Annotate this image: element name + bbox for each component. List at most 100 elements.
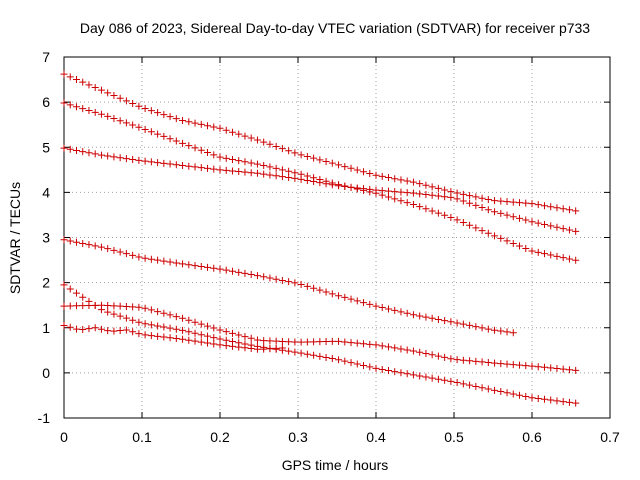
data-point <box>104 152 112 160</box>
data-point <box>328 355 336 363</box>
data-point <box>353 339 361 347</box>
data-point <box>104 301 112 309</box>
data-point <box>409 201 417 209</box>
data-point <box>403 370 411 378</box>
data-point <box>166 113 174 121</box>
data-point <box>478 324 486 332</box>
data-point <box>135 102 143 110</box>
data-point <box>60 70 68 78</box>
grid <box>64 57 610 418</box>
data-point <box>97 243 105 251</box>
data-point <box>322 338 330 346</box>
data-point <box>553 223 561 231</box>
data-point <box>534 248 542 256</box>
data-point <box>497 209 505 217</box>
data-point <box>391 306 399 314</box>
x-tick-label: 0.3 <box>288 429 308 445</box>
data-point <box>179 139 187 147</box>
data-point <box>540 202 548 210</box>
data-point <box>378 304 386 312</box>
data-point <box>66 237 74 245</box>
data-point <box>191 119 199 127</box>
data-point <box>534 363 542 371</box>
data-point <box>197 320 205 328</box>
data-point <box>266 163 274 171</box>
data-point <box>228 155 236 163</box>
data-point <box>316 286 324 294</box>
data-point <box>397 176 405 184</box>
data-point <box>104 89 112 97</box>
y-tick-label: 2 <box>42 275 50 291</box>
data-point <box>384 174 392 182</box>
data-point <box>135 303 143 311</box>
data-point <box>341 293 349 301</box>
data-point <box>91 84 99 92</box>
data-point <box>403 177 411 185</box>
data-point <box>384 193 392 201</box>
y-tick-label: 7 <box>42 49 50 65</box>
data-point <box>378 342 386 350</box>
data-point <box>253 169 261 177</box>
data-point <box>528 218 536 226</box>
data-point <box>303 338 311 346</box>
data-point <box>553 204 561 212</box>
data-point <box>360 299 368 307</box>
data-point <box>303 282 311 290</box>
data-point <box>403 199 411 207</box>
data-point <box>272 164 280 172</box>
data-point <box>416 190 424 198</box>
data-point <box>285 278 293 286</box>
data-point <box>160 323 168 331</box>
data-point <box>459 190 467 198</box>
data-point <box>347 183 355 191</box>
data-point <box>353 360 361 368</box>
data-point <box>179 260 187 268</box>
data-point <box>534 394 542 402</box>
data-point <box>210 264 218 272</box>
data-point <box>185 261 193 269</box>
data-point <box>540 220 548 228</box>
data-point <box>141 331 149 339</box>
data-point <box>553 397 561 405</box>
data-point <box>353 297 361 305</box>
data-point <box>534 219 542 227</box>
data-point <box>335 356 343 364</box>
data-point <box>466 321 474 329</box>
data-point <box>253 136 261 144</box>
data-point <box>310 284 318 292</box>
data-point <box>310 154 318 162</box>
data-point <box>222 266 230 274</box>
data-point <box>285 174 293 182</box>
y-tick-label: 3 <box>42 230 50 246</box>
data-point <box>241 168 249 176</box>
data-point <box>222 342 230 350</box>
data-point <box>559 365 567 373</box>
data-point <box>303 176 311 184</box>
data-point <box>247 334 255 342</box>
data-point <box>79 105 87 113</box>
data-point <box>85 81 93 89</box>
data-point <box>347 339 355 347</box>
data-point <box>210 123 218 131</box>
data-point <box>391 344 399 352</box>
data-point <box>428 207 436 215</box>
data-point <box>204 149 212 157</box>
data-point <box>166 334 174 342</box>
x-tick-labels: 0 0.1 0.2 0.3 0.4 0.5 0.6 0.7 <box>60 429 620 445</box>
data-point <box>572 207 580 215</box>
data-point <box>60 236 68 244</box>
data-point <box>466 221 474 229</box>
data-point <box>522 362 530 370</box>
data-point <box>372 364 380 372</box>
data-point <box>204 322 212 330</box>
data-point <box>559 225 567 233</box>
data-point <box>285 167 293 175</box>
data-point <box>528 394 536 402</box>
data-point <box>447 188 455 196</box>
data-point <box>228 329 236 337</box>
data-point <box>185 316 193 324</box>
data-point <box>316 179 324 187</box>
data-point <box>559 205 567 213</box>
data-point <box>466 357 474 365</box>
data-point <box>416 203 424 211</box>
